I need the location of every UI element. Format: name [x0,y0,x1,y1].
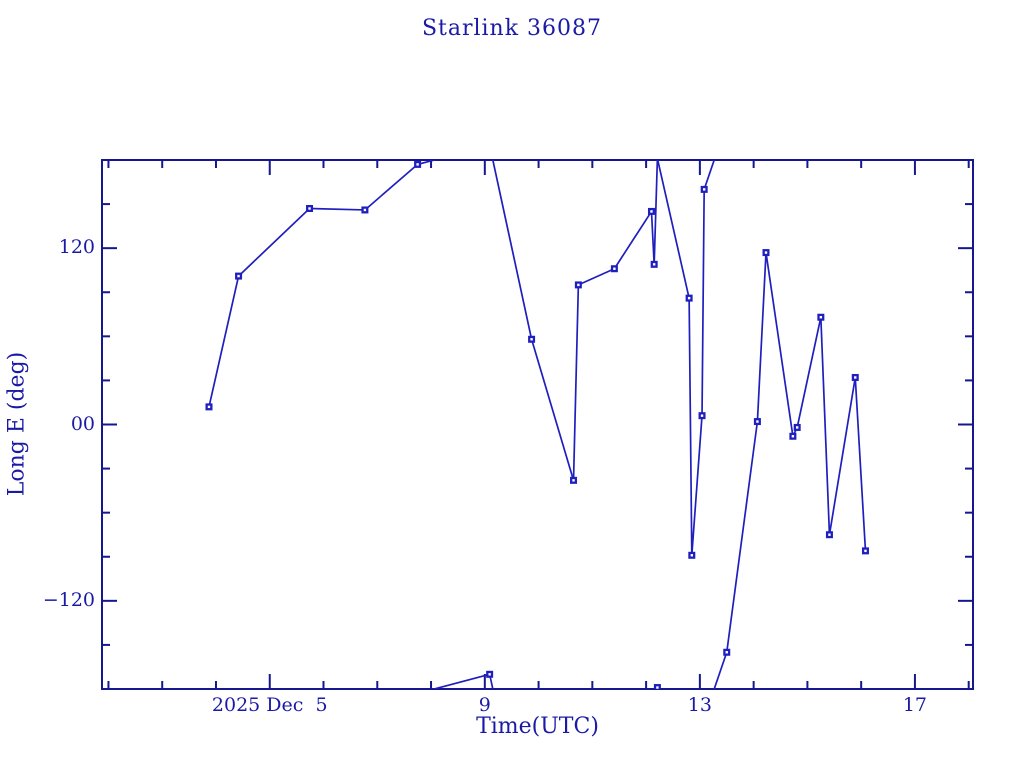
data-line-segment [828,377,857,535]
data-point-marker-core [756,420,759,423]
data-point-marker-core [764,251,768,254]
data-point-marker-core [207,405,211,409]
data-line-segment [796,317,822,428]
data-line-segment [208,275,240,408]
data-line-segment [613,210,653,270]
data-point-marker-core [656,686,659,689]
data-point-marker-core [488,673,491,676]
x-tick-label: 17 [902,694,928,716]
data-line-segment [417,160,438,166]
data-line-segment [688,298,693,556]
y-tick-label: 00 [70,412,95,435]
plot-frame [101,159,974,690]
data-line-segment [690,415,703,556]
data-point-marker-core [864,549,867,553]
y-tick-label: 120 [58,236,95,259]
data-point-marker-core [819,316,823,319]
data-line-segment [703,160,716,190]
data-point-marker-core [416,163,419,166]
data-line-segment [309,207,365,211]
data-point-marker-core [854,376,857,379]
data-line-segment [756,252,767,422]
data-point-marker-core [363,208,367,212]
data-point-marker-core [530,338,533,341]
data-point-marker-core [572,479,575,482]
x-axis-title: Time(UTC) [476,714,599,739]
data-line-segment [578,267,615,286]
x-tick-label: 13 [687,694,712,716]
data-line-segment [725,421,759,653]
data-point-marker-core [308,207,311,210]
data-line-segment [701,189,706,416]
data-line-segment [572,284,580,481]
data-line-segment [430,673,490,689]
data-point-marker-core [237,274,240,278]
data-line-segment [491,160,533,340]
data-line-segment [237,207,311,277]
data-point-marker-core [700,414,704,417]
data-point-marker-core [690,554,694,557]
data-line-segment [765,252,794,437]
data-point-marker-core [795,426,799,429]
data-series [205,160,869,689]
data-line-segment [854,377,867,551]
data-point-marker-core [828,533,831,536]
data-point-marker-core [702,188,706,191]
data-point-marker-core [577,283,580,287]
data-point-marker-core [725,651,728,654]
data-point-marker-core [613,267,616,270]
data-point-marker-core [791,435,795,438]
data-point-marker-core [650,210,653,213]
data-line-segment [656,687,659,689]
data-line-segment [819,317,831,535]
x-tick-label: 9 [478,694,491,716]
x-tick-label: 2025 Dec 5 [211,694,328,716]
data-line-segment [364,163,419,211]
data-point-marker-core [652,263,656,266]
chart-title: Starlink 36087 [421,16,603,41]
data-line-segment [713,651,728,689]
data-line-segment [653,160,659,265]
data-line-segment [656,687,659,689]
data-line-segment [656,160,690,299]
data-line-segment [530,339,575,481]
y-tick-label: −120 [42,588,95,611]
data-point-marker-core [687,296,691,300]
